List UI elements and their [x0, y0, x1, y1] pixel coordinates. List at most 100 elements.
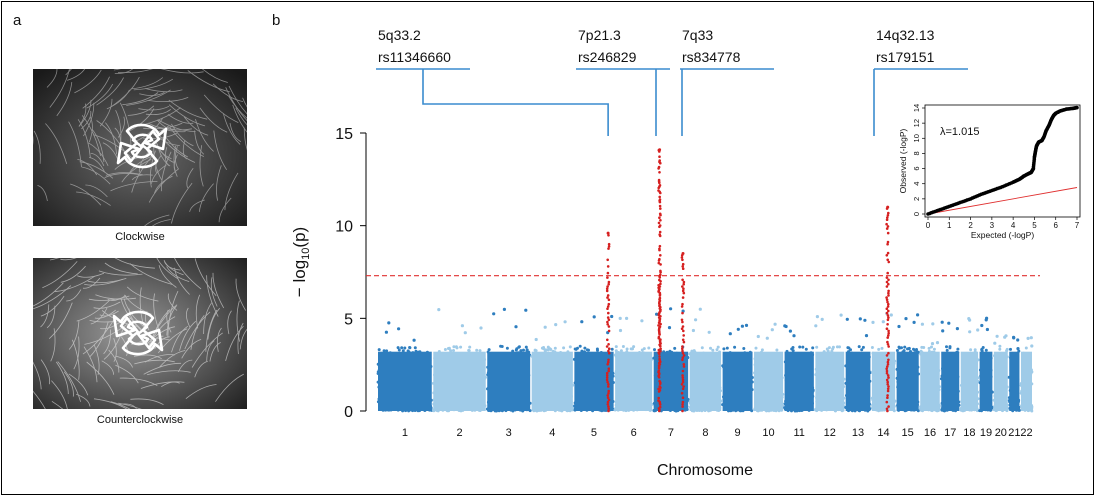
- snp-point: [667, 326, 672, 330]
- snp-point: [976, 328, 980, 332]
- snp-point: [861, 345, 865, 349]
- hair-strand: [87, 142, 109, 166]
- snp-point: [804, 347, 808, 351]
- hair-strand: [144, 354, 176, 363]
- peak-snp-point: [658, 184, 662, 187]
- peak-snp-point: [658, 216, 661, 219]
- snp-point: [621, 345, 625, 348]
- snp-point: [968, 330, 972, 334]
- snp-point: [798, 345, 802, 349]
- snp-point: [904, 317, 908, 321]
- peak-snp-point: [885, 307, 889, 311]
- hair-strand: [184, 311, 211, 350]
- snp-point: [408, 346, 412, 349]
- qq-x-tick-label: 2: [968, 221, 973, 230]
- hair-strand: [147, 122, 186, 133]
- snp-point: [443, 348, 447, 351]
- peak-snp-point: [886, 336, 889, 339]
- hair-strand: [119, 102, 132, 148]
- snp-point: [478, 349, 482, 353]
- peak-snp-point: [885, 254, 889, 257]
- snp-point: [725, 346, 729, 350]
- snp-point: [920, 322, 925, 326]
- peak-snp-point: [682, 385, 685, 388]
- hair-strand: [33, 282, 64, 307]
- hair-strand: [96, 77, 124, 106]
- hair-strand: [103, 328, 124, 360]
- peak-snp-point: [658, 257, 661, 261]
- peak-snp-point: [659, 207, 662, 210]
- hair-strand: [190, 315, 205, 350]
- peak-snp-point: [682, 329, 685, 333]
- snp-point: [792, 334, 796, 338]
- x-tick-label: 3: [506, 427, 512, 439]
- qq-plot-box: [924, 104, 1081, 218]
- clockwise-hair-texture: [33, 69, 247, 226]
- snp-point: [632, 345, 636, 349]
- hair-strand: [48, 302, 73, 339]
- snp-point: [722, 347, 726, 351]
- snp-point: [889, 313, 893, 317]
- peak-snp-point: [680, 305, 684, 308]
- hair-strand: [93, 398, 128, 409]
- chromosome-band: [993, 351, 1008, 411]
- snp-point: [940, 320, 944, 324]
- hair-strand: [93, 301, 121, 309]
- peak-callouts: 5q33.2 rs11346660 7p21.3 rs246829 7q33 rs8347…: [376, 27, 968, 136]
- hair-strand: [79, 161, 114, 179]
- peak-snp-point: [682, 354, 686, 357]
- snp-point: [895, 349, 899, 352]
- peak-snp-point: [607, 389, 610, 393]
- peak-snp-point: [606, 307, 609, 311]
- qq-point: [1075, 105, 1079, 110]
- snp-point: [770, 328, 774, 332]
- snp-point: [742, 347, 746, 350]
- hair-strand: [187, 70, 230, 93]
- snp-point: [619, 349, 623, 353]
- hair-strand: [186, 168, 194, 189]
- peak-snp-point: [607, 405, 610, 408]
- snp-point: [995, 334, 999, 338]
- peak-snp-label: rs179151: [876, 49, 935, 65]
- hair-strand: [130, 77, 164, 90]
- hair-strand: [127, 156, 152, 176]
- peak-snp-point: [658, 204, 662, 208]
- snp-point: [647, 346, 651, 350]
- qq-x-tick-label: 6: [1053, 221, 1058, 230]
- peak-snp-point: [680, 256, 684, 259]
- peak-snp-point: [887, 334, 890, 337]
- peak-snp-point: [681, 311, 684, 315]
- peak-snp-point: [681, 374, 684, 377]
- hair-strand: [160, 69, 204, 74]
- snp-point: [479, 326, 483, 330]
- peak-snp-point: [681, 376, 685, 379]
- hair-strand: [115, 355, 133, 368]
- hair-strand: [82, 166, 111, 185]
- qq-y-tick-label: 10: [912, 134, 921, 142]
- peak-snp-point: [681, 278, 684, 282]
- peak-snp-point: [607, 360, 610, 364]
- snp-point: [385, 349, 389, 353]
- peak-snp-point: [657, 335, 661, 339]
- hair-strand: [82, 76, 110, 109]
- snp-point: [452, 345, 456, 349]
- peak-snp-point: [606, 323, 609, 326]
- clockwise-hair-whorl-photo: [33, 69, 247, 226]
- qq-x-tick-label: 7: [1075, 221, 1080, 230]
- hair-strand: [199, 183, 214, 212]
- hair-strand: [183, 116, 209, 136]
- hair-strand: [46, 69, 58, 88]
- chromosome-band: [615, 351, 653, 411]
- snp-point: [401, 349, 405, 353]
- hair-strand: [236, 300, 240, 342]
- peak-snp-point: [658, 212, 662, 216]
- peak-snp-point: [606, 396, 610, 400]
- hair-strand: [182, 139, 187, 160]
- hair-strand: [148, 168, 180, 203]
- peak-snp-point: [681, 258, 684, 262]
- hair-strand: [179, 320, 197, 351]
- peak-snp-point: [607, 311, 610, 315]
- chromosome-band: [378, 351, 432, 411]
- qq-y-tick-label: 14: [912, 104, 921, 112]
- hair-strand: [60, 265, 86, 283]
